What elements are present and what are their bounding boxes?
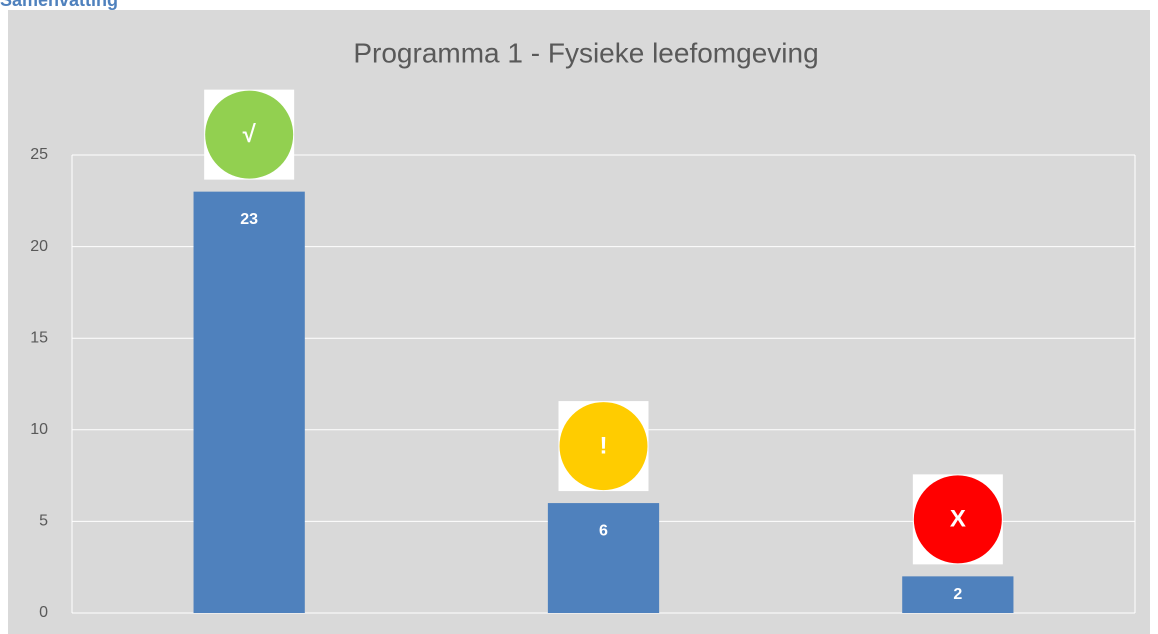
y-tick-label: 10 (30, 421, 48, 438)
bar (547, 503, 660, 613)
marker-symbol: ! (600, 432, 608, 459)
marker-circle (205, 90, 294, 179)
y-tick-label: 15 (30, 329, 48, 346)
heading: Samenvatting (0, 0, 118, 10)
bar (902, 576, 1014, 613)
y-tick-label: 5 (39, 513, 48, 530)
bar (193, 191, 305, 613)
marker-symbol: √ (243, 121, 257, 148)
marker-circle (559, 402, 648, 491)
marker-circle (913, 475, 1002, 564)
value-label: 6 (599, 522, 608, 539)
value-label: 23 (240, 211, 258, 228)
y-tick-label: 0 (39, 604, 48, 621)
y-tick-label: 25 (30, 146, 48, 163)
chart-title: Programma 1 - Fysieke leefomgeving (353, 37, 818, 68)
y-tick-label: 20 (30, 238, 48, 255)
value-label: 2 (953, 586, 962, 603)
marker-symbol: X (950, 506, 966, 533)
